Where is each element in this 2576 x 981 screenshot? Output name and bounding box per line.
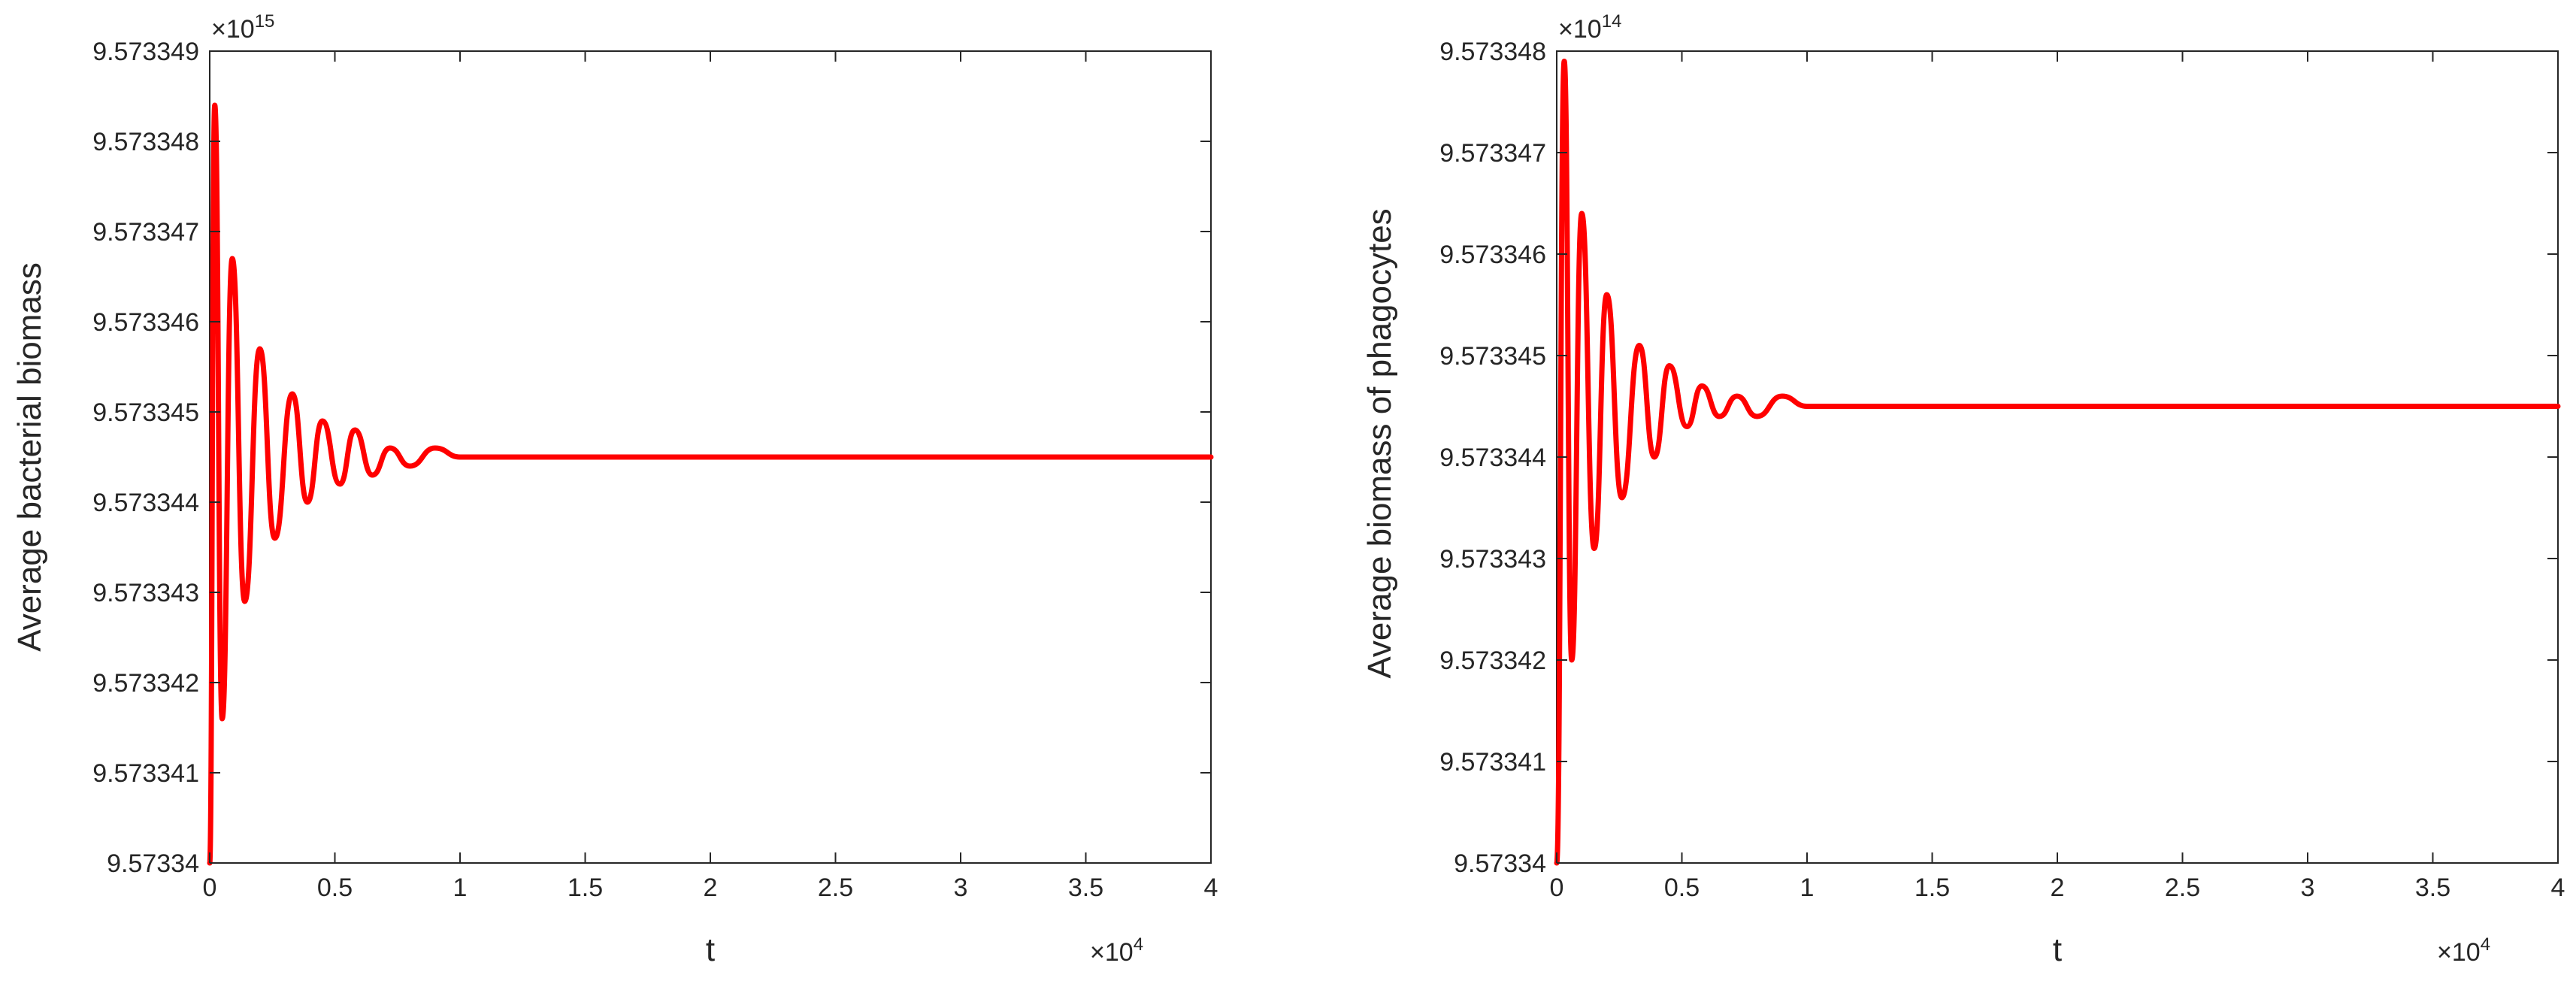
x-tick-label: 2 xyxy=(2051,874,2065,902)
y-tick-label: 9.573346 xyxy=(92,308,199,337)
x-tick-label: 0 xyxy=(1550,874,1564,902)
x-tick-label: 3.5 xyxy=(2415,874,2450,902)
y-tick-label: 9.573346 xyxy=(1439,241,1546,269)
y-tick-label: 9.573348 xyxy=(92,128,199,156)
y-tick-label: 9.573347 xyxy=(1439,139,1546,168)
x-tick-marks xyxy=(1556,51,2559,863)
x-tick-label: 3 xyxy=(2301,874,2315,902)
y-multiplier: ×1015 xyxy=(211,11,274,44)
x-tick-labels: 0 0.5 1 1.5 2 2.5 3 3.5 4 xyxy=(203,874,1218,902)
y-axis-label: Average bacterial biomass xyxy=(11,262,48,652)
y-tick-label: 9.573345 xyxy=(1439,342,1546,371)
y-tick-labels: 9.57334 9.573341 9.573342 9.573343 9.573344 9… xyxy=(92,38,199,878)
y-tick-label: 9.57334 xyxy=(107,849,199,878)
x-multiplier: ×104 xyxy=(1090,934,1143,967)
y-tick-label: 9.573341 xyxy=(1439,748,1546,777)
x-tick-labels: 0 0.5 1 1.5 2 2.5 3 3.5 4 xyxy=(1550,874,2565,902)
x-tick-label: 3.5 xyxy=(1068,874,1103,902)
y-tick-label: 9.573349 xyxy=(92,38,199,66)
series-lines xyxy=(207,102,1214,866)
y-tick-label: 9.573343 xyxy=(92,579,199,607)
x-tick-label: 0.5 xyxy=(1664,874,1700,902)
chart-left: 0 0.5 1 1.5 2 2.5 3 3.5 4 9.573349.5733419.57334… xyxy=(11,11,1218,968)
plot-area xyxy=(1556,50,2559,864)
series-lines xyxy=(1554,59,2561,866)
x-tick-label: 0 xyxy=(203,874,217,902)
x-tick-label: 1 xyxy=(453,874,468,902)
y-tick-label: 9.573344 xyxy=(1439,444,1546,472)
y-tick-label: 9.57334 xyxy=(1454,849,1546,878)
x-tick-label: 4 xyxy=(2551,874,2565,902)
series-line-0 xyxy=(1554,59,2561,866)
x-multiplier: ×104 xyxy=(2437,934,2490,967)
series-line-0 xyxy=(207,102,1214,866)
y-tick-label: 9.573345 xyxy=(92,398,199,427)
y-multiplier: ×1014 xyxy=(1558,11,1621,44)
x-tick-label: 4 xyxy=(1204,874,1218,902)
y-tick-marks xyxy=(210,50,1211,864)
x-tick-marks xyxy=(209,51,1212,863)
x-tick-label: 1.5 xyxy=(1915,874,1950,902)
y-tick-label: 9.573341 xyxy=(92,759,199,788)
x-tick-label: 1 xyxy=(1800,874,1815,902)
y-tick-marks xyxy=(1557,50,2558,864)
y-tick-label: 9.573348 xyxy=(1439,38,1546,66)
x-tick-label: 2.5 xyxy=(2165,874,2200,902)
x-tick-label: 3 xyxy=(954,874,968,902)
x-tick-label: 2 xyxy=(704,874,718,902)
x-axis-label: t xyxy=(706,931,715,968)
x-axis-label: t xyxy=(2053,931,2062,968)
y-tick-label: 9.573342 xyxy=(1439,646,1546,675)
x-tick-label: 0.5 xyxy=(317,874,353,902)
x-tick-label: 1.5 xyxy=(568,874,603,902)
y-tick-labels: 9.57334 9.573341 9.573342 9.573343 9.573344 9… xyxy=(1439,38,1546,878)
y-tick-label: 9.573347 xyxy=(92,218,199,247)
y-tick-label: 9.573344 xyxy=(92,489,199,517)
y-tick-label: 9.573343 xyxy=(1439,545,1546,574)
y-axis-label: Average biomass of phagocytes xyxy=(1361,208,1398,678)
x-tick-label: 2.5 xyxy=(818,874,853,902)
y-tick-label: 9.573342 xyxy=(92,669,199,698)
chart-right: 0 0.5 1 1.5 2 2.5 3 3.5 4 9.573349.5733419.57334… xyxy=(1361,11,2565,968)
